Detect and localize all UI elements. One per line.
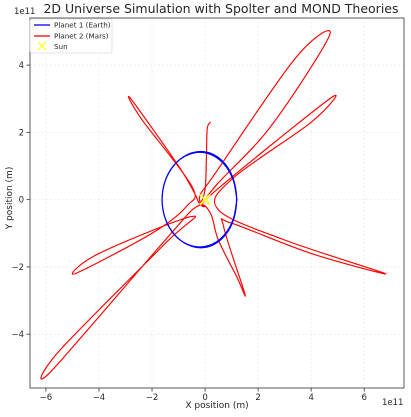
y-tick-label: 0 (19, 196, 24, 206)
y-tick-label: 4 (19, 61, 24, 71)
ticks: −6 −4 −2 0 2 4 6 −4 −2 0 2 4 (11, 61, 366, 403)
legend-box (29, 18, 113, 54)
y-axis-label: Y position (m) (5, 167, 15, 231)
x-tick-label: −4 (93, 393, 106, 403)
sun-marker (199, 193, 211, 206)
legend-label-sun: Sun (54, 42, 68, 51)
y-tick-label: 2 (19, 128, 24, 138)
chart-title: 2D Universe Simulation with Spolter and … (43, 1, 398, 16)
x-tick-label: 0 (202, 393, 207, 403)
x-tick-label: 6 (362, 393, 367, 403)
legend: Planet 1 (Earth) Planet 2 (Mars) Sun (29, 18, 113, 54)
legend-label-earth: Planet 1 (Earth) (54, 21, 111, 30)
series-line-earth (161, 150, 238, 249)
x-tick-label: 2 (255, 393, 260, 403)
x-tick-label: −2 (146, 393, 159, 403)
x-offset-label: 1e11 (382, 398, 403, 408)
y-tick-label: −2 (11, 263, 24, 273)
x-axis-label: X position (m) (185, 401, 248, 411)
plot-frame (29, 17, 405, 389)
legend-label-mars: Planet 2 (Mars) (54, 32, 109, 41)
series-line-mars (40, 30, 387, 380)
y-tick-label: −4 (11, 330, 24, 340)
grid (30, 18, 404, 388)
x-tick-label: 4 (308, 393, 313, 403)
y-offset-label: 1e11 (14, 7, 35, 17)
legend-swatch-sun (37, 41, 47, 51)
series-layer (40, 30, 387, 380)
x-tick-label: −6 (40, 393, 53, 403)
